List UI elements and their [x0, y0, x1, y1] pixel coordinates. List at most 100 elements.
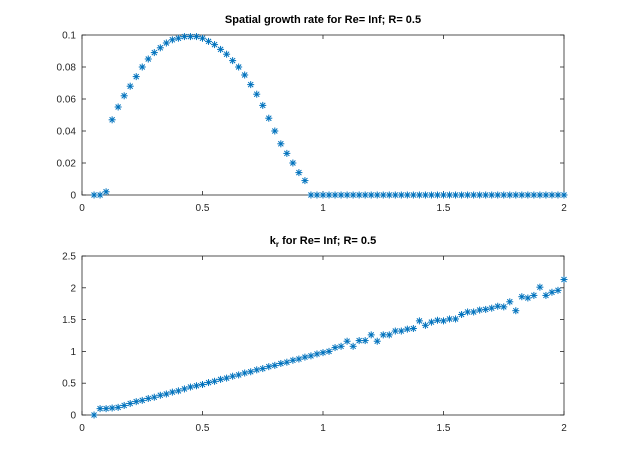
y-tick-label: 0.02 [57, 159, 77, 170]
data-point [403, 191, 411, 199]
data-point [138, 63, 146, 71]
data-point [253, 366, 261, 374]
data-point [283, 358, 291, 366]
data-point [470, 191, 478, 199]
x-tick-label: 2 [561, 423, 567, 434]
data-point [433, 191, 441, 199]
chart-title: kr for Re= Inf; R= 0.5 [270, 235, 376, 249]
data-point [168, 36, 176, 44]
data-point [349, 191, 357, 199]
data-point [319, 191, 327, 199]
data-point [391, 327, 399, 335]
data-point [542, 291, 550, 299]
data-point [458, 191, 466, 199]
data-point [120, 401, 128, 409]
data-point [229, 57, 237, 65]
data-point [403, 325, 411, 333]
data-point [560, 191, 568, 199]
data-point [506, 191, 514, 199]
data-point [199, 34, 206, 42]
axes-frame [81, 34, 565, 196]
data-point [464, 191, 472, 199]
x-tick-label: 0 [79, 423, 85, 434]
x-tick-label: 0.5 [196, 423, 210, 434]
data-point [295, 169, 303, 177]
data-point [241, 369, 249, 377]
data-point [253, 90, 261, 98]
data-point [548, 288, 556, 296]
data-point [205, 379, 213, 387]
y-tick-label: 1.5 [62, 315, 76, 326]
data-point [440, 191, 447, 199]
data-point [241, 71, 249, 79]
data-point [144, 55, 152, 63]
data-point [186, 33, 194, 41]
data-point [132, 398, 140, 406]
data-point [108, 404, 116, 412]
data-point [343, 337, 351, 345]
data-point [247, 368, 255, 376]
data-point [217, 375, 225, 383]
data-point [433, 316, 441, 324]
data-point [409, 191, 417, 199]
data-point [126, 400, 134, 408]
data-point [301, 353, 309, 361]
data-point [373, 337, 381, 345]
data-point [506, 298, 514, 306]
data-point [90, 191, 98, 199]
data-point [427, 191, 435, 199]
data-point [211, 377, 219, 385]
data-point [446, 315, 454, 323]
data-point [452, 315, 460, 323]
data-point [440, 317, 447, 325]
data-point [349, 342, 357, 350]
data-point [536, 191, 544, 199]
data-point [301, 177, 309, 185]
x-tick-label: 1 [320, 423, 326, 434]
data-point [458, 311, 466, 319]
data-point [355, 191, 363, 199]
data-point [192, 382, 200, 390]
data-point [271, 127, 279, 135]
data-point [277, 140, 285, 148]
data-point [313, 350, 321, 358]
data-point [307, 352, 315, 360]
data-point [283, 149, 291, 157]
data-point [482, 191, 490, 199]
data-point [421, 321, 429, 329]
data-point [126, 82, 134, 90]
data-point [367, 331, 375, 339]
data-point [530, 291, 538, 299]
data-point [313, 191, 321, 199]
data-point [385, 331, 393, 339]
data-point [476, 191, 484, 199]
data-point [464, 308, 472, 316]
data-point [518, 191, 526, 199]
data-point [168, 388, 176, 396]
data-point [361, 337, 369, 345]
data-point [289, 159, 297, 167]
data-point [536, 283, 544, 291]
data-point [217, 45, 225, 53]
data-point [512, 191, 520, 199]
y-tick-label: 0.08 [57, 63, 77, 74]
data-point [265, 114, 273, 122]
chart-title: Spatial growth rate for Re= Inf; R= 0.5 [225, 14, 421, 26]
data-point [156, 391, 164, 399]
data-point [494, 191, 502, 199]
x-tick-label: 1.5 [437, 203, 451, 214]
data-point [265, 363, 273, 371]
data-point [90, 411, 98, 419]
data-point [180, 385, 188, 393]
plot-kr: kr for Re= Inf; R= 0.5 0 0.5 1 1.5 2 0 0.5 1 1.5 2… [62, 235, 568, 434]
data-point [391, 191, 399, 199]
data-point [500, 303, 508, 311]
data-point [162, 390, 170, 398]
data-point [446, 191, 454, 199]
data-point [427, 318, 435, 326]
data-point [554, 286, 562, 294]
data-point [337, 191, 345, 199]
data-point [373, 191, 381, 199]
data-point [180, 33, 188, 41]
